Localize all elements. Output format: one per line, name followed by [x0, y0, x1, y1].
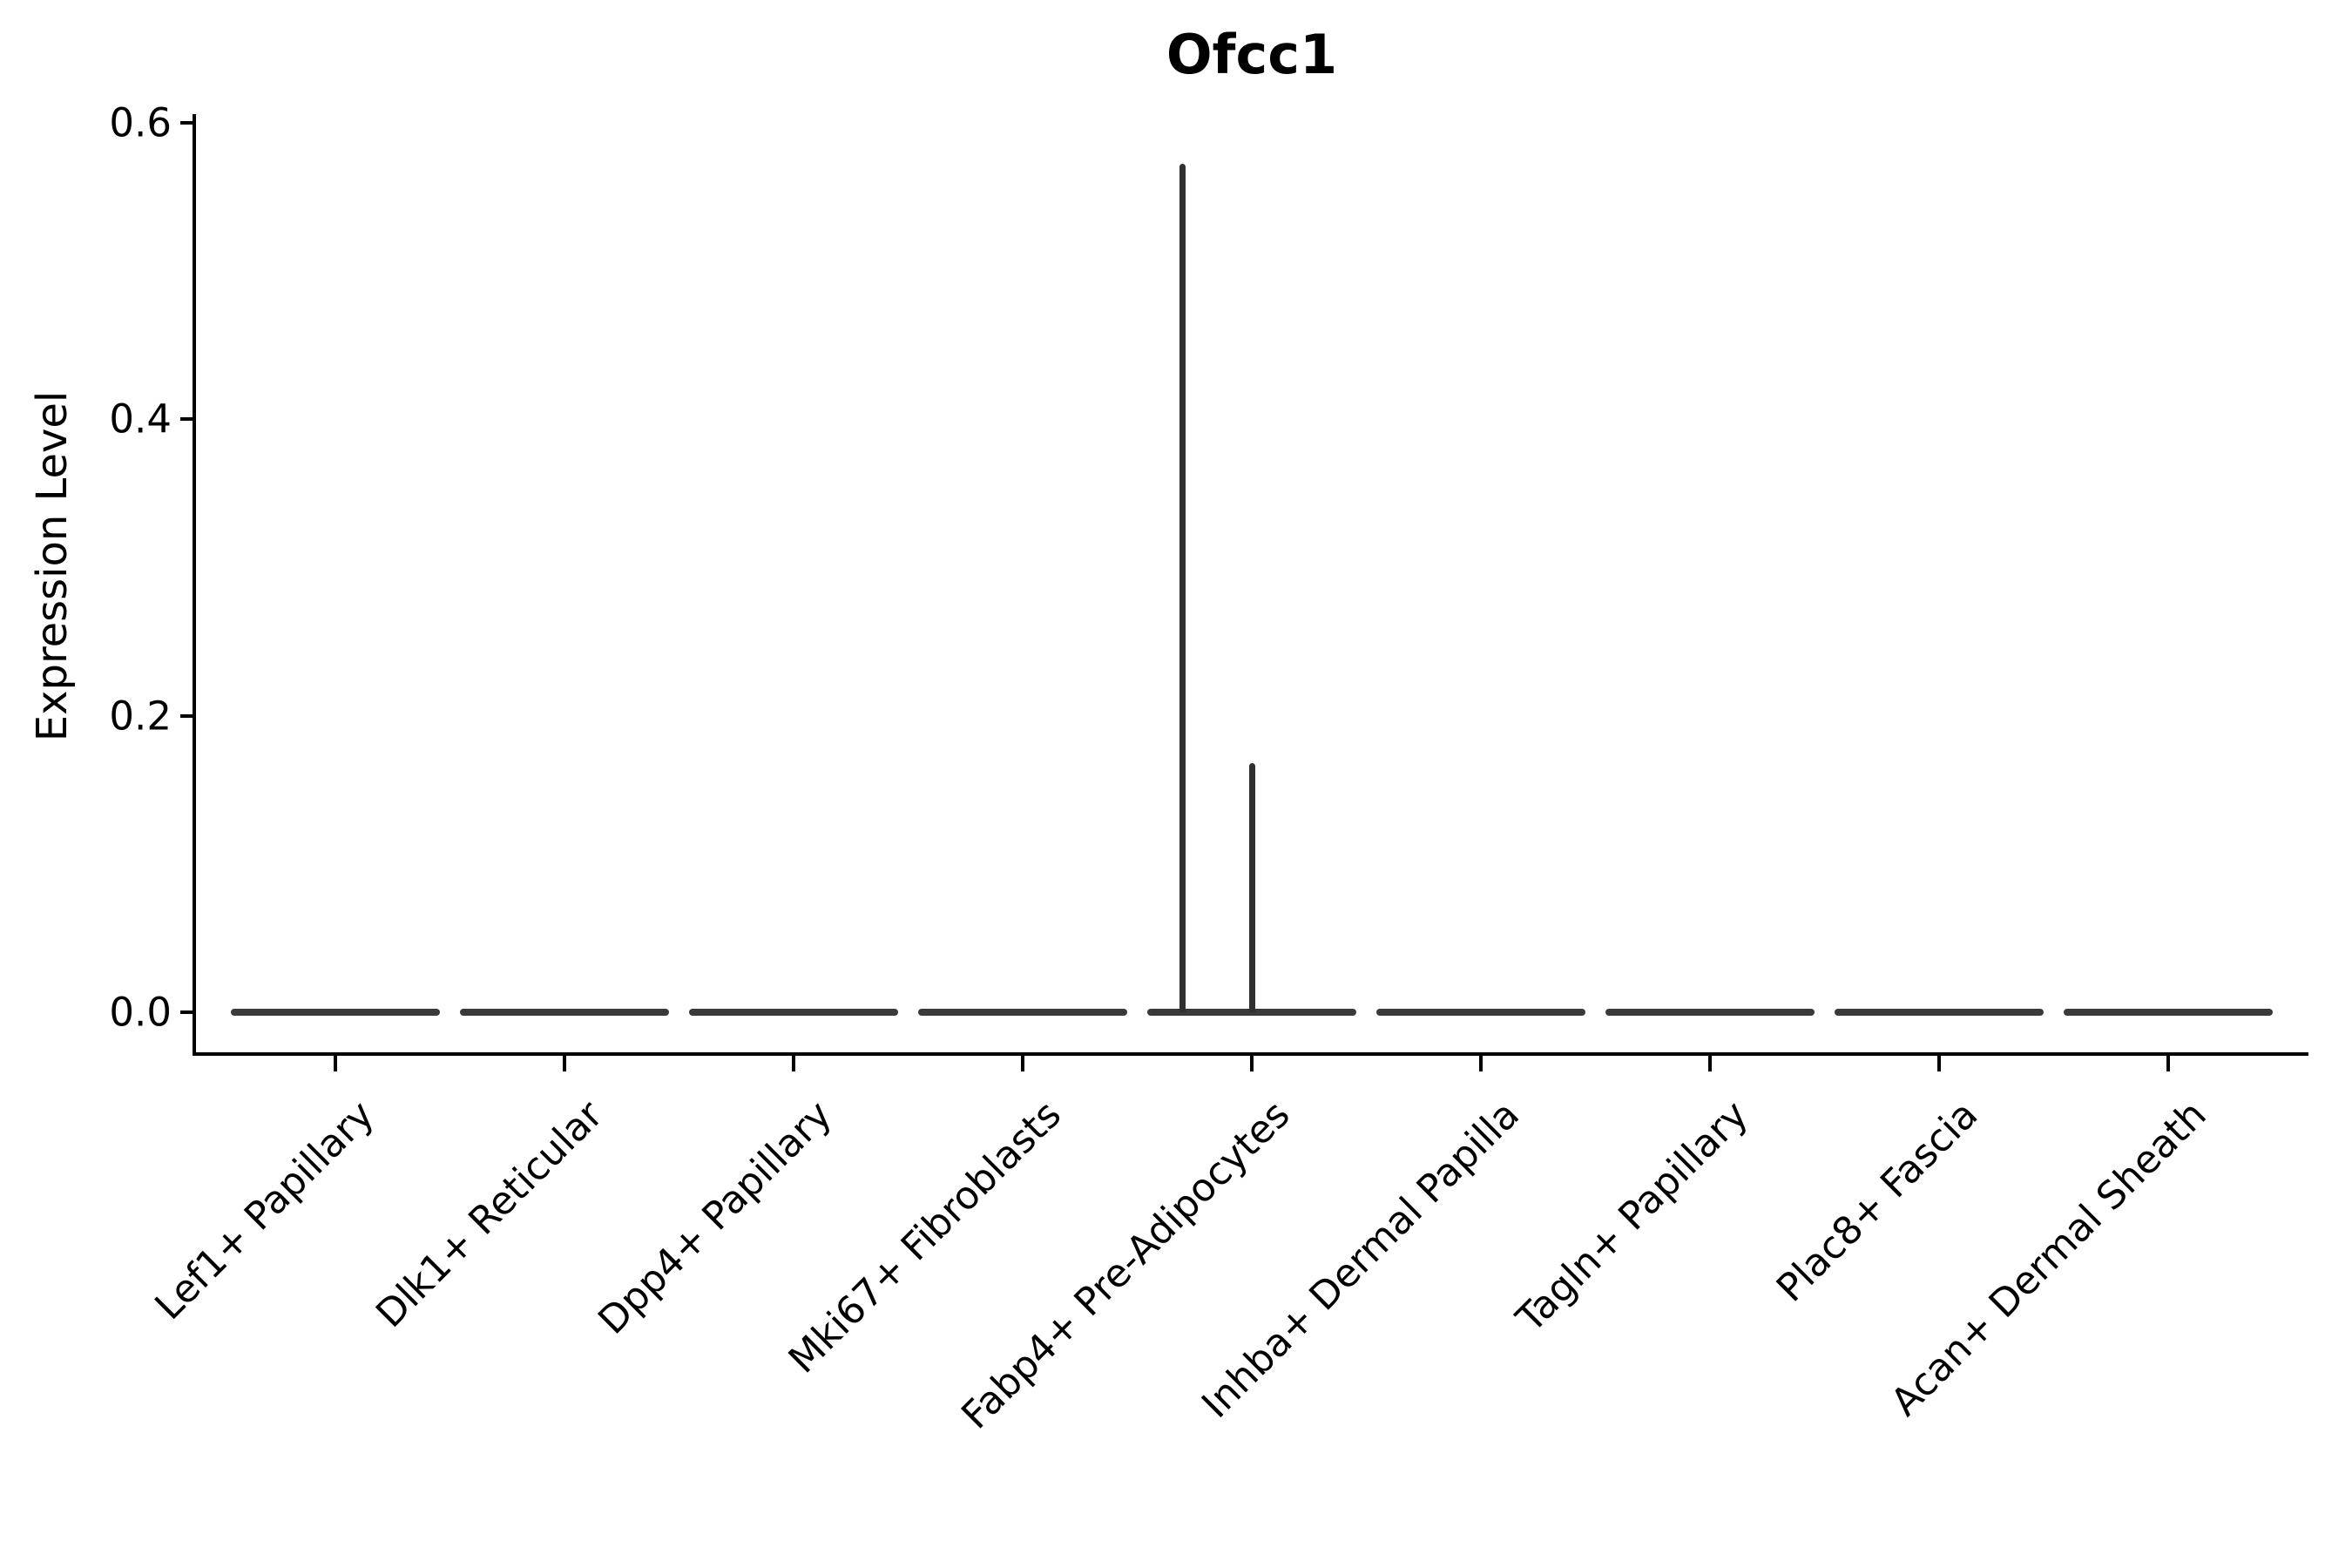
violin [2064, 1009, 2273, 1016]
x-tick [1250, 1056, 1254, 1071]
x-tick [563, 1056, 566, 1071]
x-tick-label: Tagln+ Papillary [1508, 1092, 1758, 1342]
y-tick [180, 417, 196, 422]
x-tick [1937, 1056, 1941, 1071]
x-tick [334, 1056, 337, 1071]
x-tick-label: Lef1+ Papillary [145, 1092, 383, 1329]
x-tick-label: Plac8+ Fascia [1767, 1092, 1987, 1311]
y-tick-label: 0.4 [109, 395, 172, 443]
y-tick [180, 713, 196, 718]
y-axis-title: Expression Level [28, 390, 77, 742]
x-tick-label: Dpp4+ Papillary [590, 1092, 841, 1343]
y-tick [180, 120, 196, 125]
violin [231, 1009, 440, 1016]
x-tick [792, 1056, 795, 1071]
x-tick [1479, 1056, 1483, 1071]
violin [1376, 1009, 1585, 1016]
violin [1835, 1009, 2044, 1016]
violin [918, 1009, 1127, 1016]
violin [1147, 1009, 1356, 1016]
chart-title: Ofcc1 [1166, 23, 1338, 86]
violin-spike [1179, 164, 1186, 1012]
x-tick-label: Dlk1+ Reticular [368, 1092, 612, 1336]
y-tick-label: 0.2 [109, 693, 172, 740]
x-tick [1708, 1056, 1712, 1071]
y-tick-label: 0.0 [109, 989, 172, 1036]
violin [1605, 1009, 1815, 1016]
x-axis-line [193, 1052, 2308, 1056]
y-tick [180, 1010, 196, 1014]
x-tick [2166, 1056, 2170, 1071]
y-axis-line [193, 114, 196, 1056]
violin-spike [1249, 763, 1255, 1012]
y-tick-label: 0.6 [109, 99, 172, 146]
violin [689, 1009, 898, 1016]
x-tick [1021, 1056, 1024, 1071]
violin [460, 1009, 669, 1016]
